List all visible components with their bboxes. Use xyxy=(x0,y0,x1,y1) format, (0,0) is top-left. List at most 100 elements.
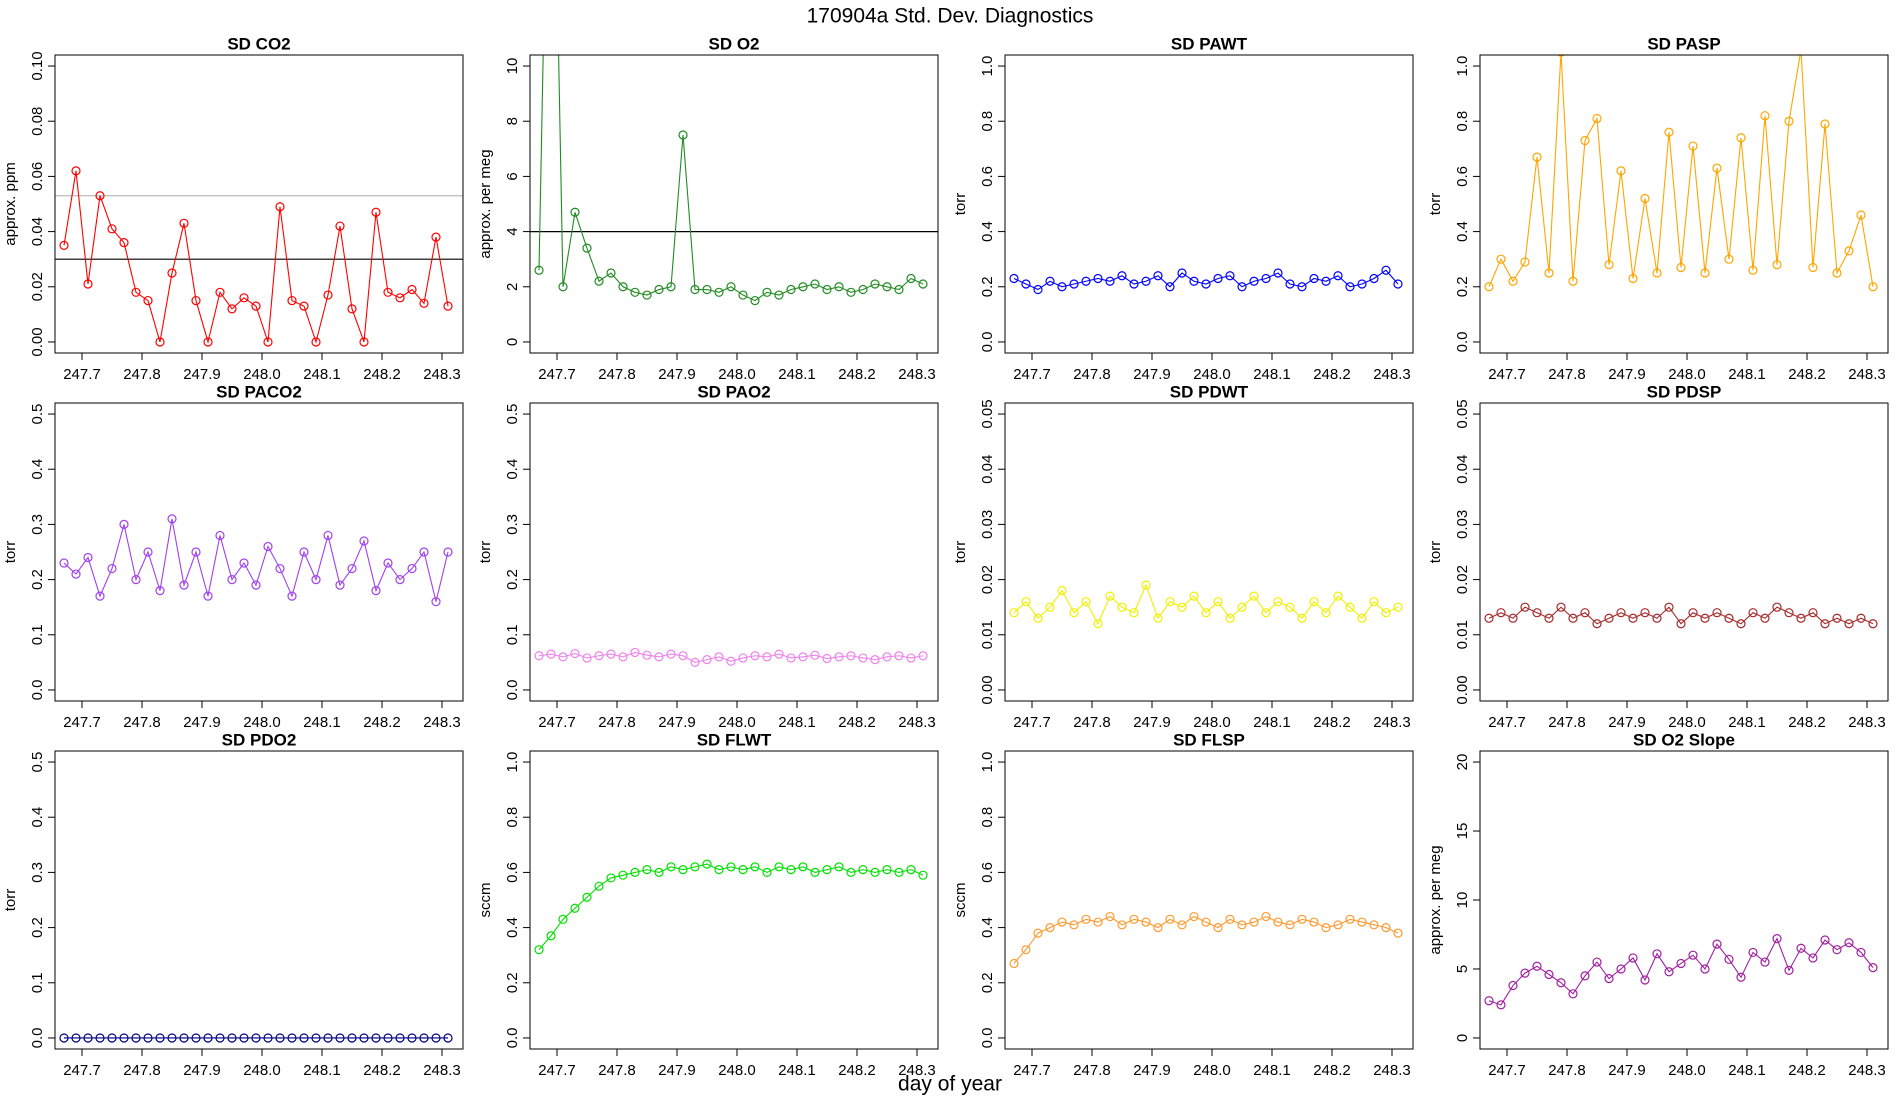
data-point xyxy=(215,1033,225,1043)
data-point xyxy=(726,656,736,666)
data-point xyxy=(1676,619,1686,629)
data-point xyxy=(1297,282,1307,292)
data-point xyxy=(1520,602,1530,612)
data-point xyxy=(1009,608,1019,618)
data-point xyxy=(1357,279,1367,289)
data-point xyxy=(1045,922,1055,933)
data-point xyxy=(882,652,892,662)
data-point xyxy=(582,892,592,902)
y-tick-label: 0.0 xyxy=(504,680,521,701)
data-point xyxy=(1033,613,1043,623)
x-tick-label: 247.8 xyxy=(598,366,636,383)
data-point xyxy=(534,945,544,955)
data-point xyxy=(107,563,117,574)
data-point xyxy=(1700,268,1710,278)
data-point xyxy=(678,130,688,140)
data-point xyxy=(678,651,688,661)
y-tick-label: 0 xyxy=(1454,1034,1471,1042)
panel-title: SD PDWT xyxy=(1170,382,1249,401)
data-point xyxy=(95,191,105,201)
plot-frame xyxy=(529,54,939,354)
data-point xyxy=(1009,958,1019,969)
x-tick-label: 247.8 xyxy=(598,714,636,731)
y-tick-label: 0.2 xyxy=(504,569,521,590)
data-point xyxy=(1117,920,1127,930)
data-point xyxy=(1652,949,1662,959)
y-tick-label: 0.3 xyxy=(504,514,521,535)
data-point xyxy=(431,1033,441,1043)
series-line xyxy=(1488,937,1874,1006)
data-point xyxy=(570,648,580,659)
panel-title: SD PDO2 xyxy=(222,730,297,749)
data-point xyxy=(407,563,417,574)
y-tick-label: 0.08 xyxy=(29,107,46,136)
y-tick-label: 10 xyxy=(1454,892,1471,909)
data-point xyxy=(1604,974,1614,984)
plot-area xyxy=(534,859,928,955)
data-point xyxy=(419,1033,429,1043)
data-point xyxy=(1844,938,1854,948)
data-point xyxy=(1285,920,1295,930)
panel-title: SD O2 Slope xyxy=(1633,730,1735,749)
data-point xyxy=(1237,602,1247,612)
y-tick-label: 0.6 xyxy=(979,166,996,187)
panel: SD PAWT torr 0.0 0.2 0.4 0.6 0.8 1.0 247.7 247.8 2… xyxy=(952,34,1414,383)
data-point xyxy=(1772,602,1782,612)
data-point xyxy=(714,865,724,875)
data-point xyxy=(311,574,321,585)
y-tick-label: 0.4 xyxy=(504,459,521,480)
y-tick-label: 1.0 xyxy=(504,752,521,773)
x-tick-label: 248.3 xyxy=(1373,714,1411,731)
data-point xyxy=(1652,268,1662,278)
x-tick-label: 248.3 xyxy=(898,1062,936,1079)
x-tick-label: 248.3 xyxy=(1373,366,1411,383)
data-point xyxy=(1784,608,1794,618)
data-point xyxy=(1093,917,1103,927)
data-point xyxy=(1748,608,1758,618)
data-point xyxy=(395,293,405,303)
x-tick-label: 248.0 xyxy=(1193,366,1231,383)
data-point xyxy=(59,1033,69,1043)
x-tick-label: 248.1 xyxy=(303,714,341,731)
data-point xyxy=(1369,920,1379,930)
data-point xyxy=(1797,45,1805,53)
panel-title: SD O2 xyxy=(708,34,759,53)
data-point xyxy=(347,304,357,314)
data-point xyxy=(251,580,261,590)
data-point xyxy=(1496,254,1506,264)
data-point xyxy=(215,287,225,297)
x-tick-label: 247.8 xyxy=(123,366,161,383)
data-point xyxy=(1273,268,1283,278)
data-point xyxy=(714,652,724,662)
data-point xyxy=(642,865,652,875)
data-point xyxy=(606,268,616,278)
y-tick-label: 0.01 xyxy=(979,620,996,649)
data-point xyxy=(311,1033,321,1043)
data-point xyxy=(918,651,928,661)
x-tick-label: 248.2 xyxy=(363,714,401,731)
y-tick-label: 5 xyxy=(1454,965,1471,973)
data-point xyxy=(858,865,868,875)
plot-area xyxy=(1009,911,1403,969)
data-point xyxy=(1033,284,1043,295)
data-point xyxy=(1369,273,1379,284)
data-point xyxy=(59,240,69,250)
x-tick-label: 247.7 xyxy=(1488,714,1526,731)
x-tick-label: 248.2 xyxy=(1313,1062,1351,1079)
data-point xyxy=(1556,978,1566,988)
data-point xyxy=(870,279,880,289)
data-point xyxy=(1225,271,1235,281)
y-tick-label: 0.4 xyxy=(979,917,996,938)
data-point xyxy=(618,282,628,292)
plot-area xyxy=(534,647,928,667)
x-tick-label: 248.3 xyxy=(1848,714,1886,731)
y-tick-label: 0.8 xyxy=(504,807,521,828)
data-point xyxy=(1784,965,1794,975)
figure-title: 170904a Std. Dev. Diagnostics xyxy=(807,5,1094,28)
data-point xyxy=(1856,210,1866,220)
data-point xyxy=(666,862,676,872)
data-point xyxy=(155,1033,165,1043)
y-tick-label: 15 xyxy=(1454,823,1471,840)
data-point xyxy=(1297,613,1307,623)
data-point xyxy=(1117,271,1127,281)
